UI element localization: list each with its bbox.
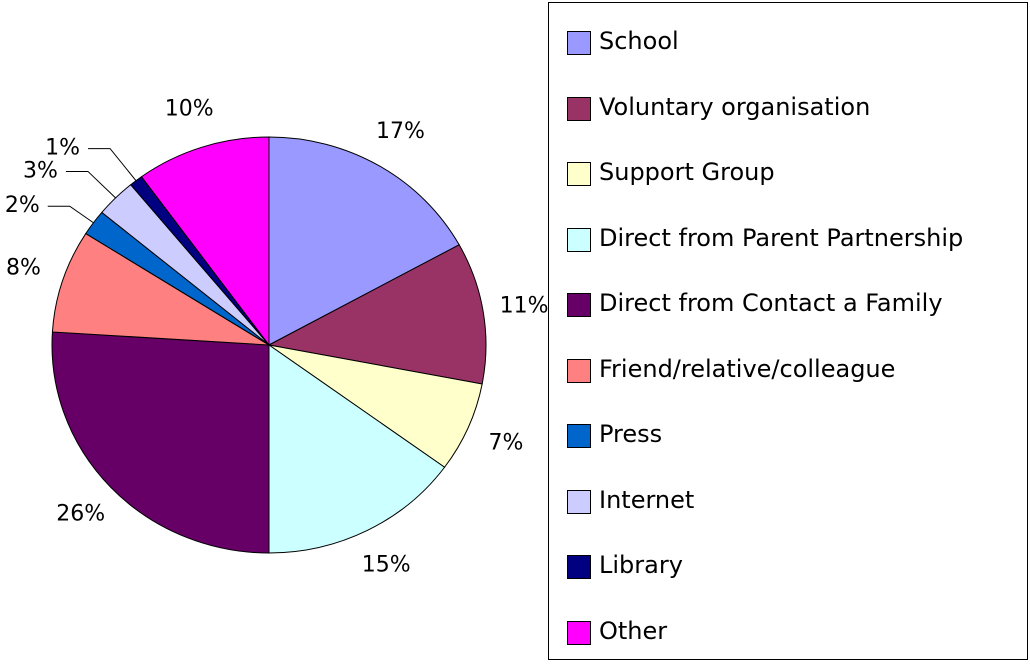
legend-swatch: [567, 96, 591, 121]
legend-label: Press: [599, 420, 663, 448]
legend-item: Direct from Parent Partnership: [565, 222, 1020, 252]
data-label: 11%: [500, 293, 548, 318]
legend-label: Support Group: [599, 158, 775, 186]
legend-label: Internet: [599, 485, 695, 514]
legend-item: Other: [565, 615, 1020, 645]
legend-label: Friend/relative/colleague: [599, 354, 896, 383]
legend-swatch: [567, 293, 591, 317]
data-label: 2%: [5, 193, 40, 218]
legend-swatch: [567, 489, 591, 514]
legend-swatch: [567, 555, 591, 579]
data-label: 10%: [165, 97, 214, 122]
data-label: 1%: [45, 136, 80, 161]
legend-label: Voluntary organisation: [599, 92, 871, 121]
legend-item: Library: [565, 549, 1020, 579]
legend-swatch: [567, 620, 591, 645]
legend-item: Direct from Contact a Family: [565, 287, 1020, 317]
leader-line: [88, 148, 137, 181]
data-label: 7%: [489, 430, 524, 455]
legend: School Voluntary organisation Support Grou…: [548, 2, 1028, 660]
data-label: 8%: [6, 256, 41, 281]
pie-slice: [268, 344, 446, 554]
leader-line: [47, 205, 94, 224]
legend-item: Friend/relative/colleague: [565, 353, 1020, 383]
legend-swatch: [567, 31, 591, 55]
legend-swatch: [567, 227, 591, 252]
data-label: 15%: [362, 553, 411, 578]
legend-swatch: [567, 424, 591, 448]
legend-item: Voluntary organisation: [565, 91, 1020, 121]
data-label: 17%: [376, 119, 425, 144]
legend-label: Direct from Parent Partnership: [599, 223, 964, 252]
pie-slice: [268, 136, 460, 346]
pie-slice: [140, 136, 270, 347]
data-label: 3%: [23, 158, 58, 183]
legend-item: School: [565, 25, 1020, 55]
legend-label: Library: [599, 551, 683, 579]
legend-label: Other: [599, 616, 668, 645]
legend-swatch: [567, 358, 591, 383]
pie-area: 17% 11% 7% 15% 26% 8% 2% 3%1% 10%: [5, 97, 548, 578]
pie-slice: [51, 331, 270, 554]
legend-item: Support Group: [565, 156, 1020, 186]
leader-line: [65, 170, 116, 199]
legend-label: Direct from Contact a Family: [599, 289, 943, 317]
legend-swatch: [567, 162, 591, 186]
data-label: 26%: [56, 501, 105, 526]
pie-slice: [51, 232, 270, 346]
legend-label: School: [599, 27, 679, 55]
pie-slice: [267, 244, 487, 385]
legend-item: Press: [565, 418, 1020, 448]
legend-item: Internet: [565, 484, 1020, 514]
